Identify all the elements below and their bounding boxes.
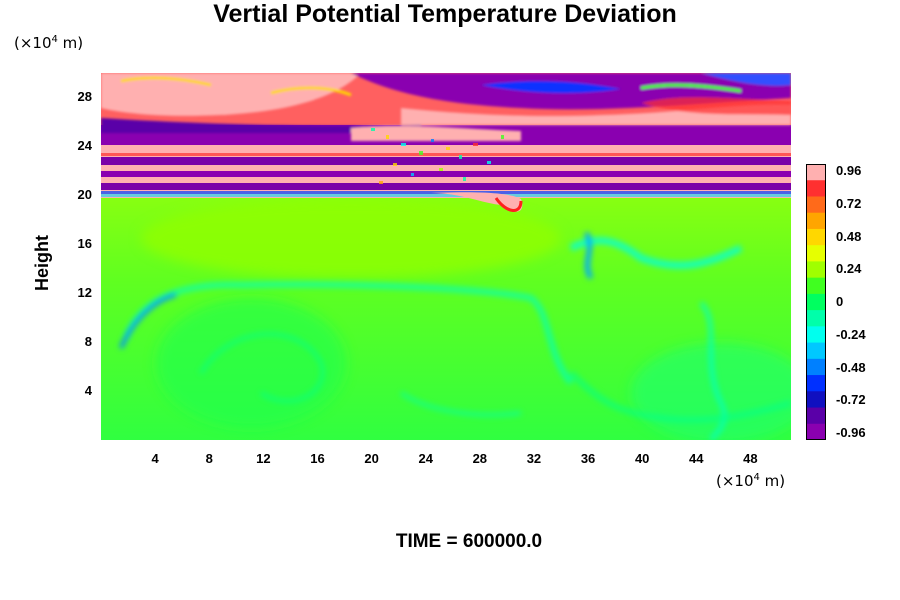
x-tick-label: 16 (310, 451, 325, 466)
cool-filament-5 (568, 370, 791, 423)
colorbar-tick-label: 0.48 (836, 228, 862, 244)
colorbar-segment (806, 407, 826, 425)
colorbar-tick-label: 0.72 (836, 195, 862, 211)
upper-cold-3 (101, 118, 421, 133)
heatmap-plot (101, 73, 791, 440)
cool-filament-8 (583, 231, 594, 280)
band-cyan-edge (101, 194, 791, 197)
cool-filament-2 (119, 293, 177, 349)
y-tick-label: 8 (84, 334, 92, 350)
y-axis-unit: (×104 m) (14, 34, 84, 52)
colorbar-tick-label: 0 (836, 294, 844, 309)
y-tick-label: 28 (77, 89, 92, 105)
cool-filament-4 (699, 301, 727, 440)
upper-blue-streak (481, 81, 621, 94)
band-blue-edge (101, 191, 791, 194)
colorbar-border (806, 164, 826, 440)
colorbar (806, 164, 826, 440)
band-warm-edge-1 (101, 153, 791, 156)
colorbar-segment (806, 358, 826, 376)
colorbar-tick-label: -0.96 (836, 425, 866, 440)
warm-blob (141, 198, 561, 278)
y-tick-label: 12 (77, 285, 92, 301)
y-tick-label: 16 (77, 236, 92, 252)
warm-tongue-edge (494, 197, 523, 212)
colorbar-segment (806, 423, 826, 440)
colorbar-segment (806, 342, 826, 360)
y-tick-label: 20 (77, 187, 92, 203)
cool-filament-3 (569, 237, 743, 269)
upper-yellow-streak (270, 86, 352, 97)
upper-mix-1 (351, 125, 521, 141)
colorbar-tick-label: -0.72 (836, 392, 866, 408)
colorbar-tick-label: 0.96 (836, 163, 862, 178)
colorbar-tick-label: -0.24 (836, 326, 866, 342)
x-tick-label: 32 (526, 451, 542, 466)
vortex-left (156, 298, 346, 428)
colorbar-segment (806, 164, 826, 181)
colorbar-segment (806, 228, 826, 246)
noise-speckles (371, 128, 504, 184)
upper-mix-2 (641, 97, 791, 115)
colorbar-segment (806, 310, 826, 327)
colorbar-segment (806, 326, 826, 344)
band-cold-2 (101, 157, 791, 165)
colorbar-segment (806, 375, 826, 392)
chart-title: Vertial Potential Temperature Deviation (213, 0, 677, 28)
colorbar-segment (806, 196, 826, 214)
colorbar-segment (806, 293, 826, 311)
y-axis-label: Height (32, 235, 52, 291)
x-tick-label: 24 (418, 451, 433, 466)
x-tick-label: 28 (472, 451, 488, 466)
band-cold-4 (101, 183, 791, 190)
warm-tongue (431, 192, 523, 212)
x-tick-label: 36 (580, 451, 596, 466)
band-cold-3 (101, 171, 791, 177)
y-tick-label: 4 (84, 383, 92, 399)
cool-filament-1 (123, 281, 574, 385)
cool-filament-7 (399, 391, 522, 417)
colorbar-tick-label: 0.24 (836, 261, 862, 277)
x-tick-label: 8 (205, 451, 213, 466)
upper-cold-2 (701, 73, 791, 86)
upper-green-streak (640, 83, 742, 93)
upper-warm-1 (101, 73, 361, 116)
x-tick-label: 12 (256, 451, 271, 466)
time-label: TIME = 600000.0 (395, 531, 543, 552)
heatmap-field (101, 73, 791, 440)
colorbar-segment (806, 212, 826, 230)
colorbar-segment (806, 245, 826, 263)
colorbar-segment (806, 180, 826, 198)
x-tick-label: 40 (634, 451, 650, 466)
upper-yellow-streak-2 (120, 76, 212, 87)
x-tick-label: 20 (364, 451, 379, 466)
colorbar-segment (806, 261, 826, 279)
x-tick-label: 4 (151, 451, 159, 466)
colorbar-segment (806, 391, 826, 409)
y-tick-label: 24 (77, 138, 92, 154)
x-tick-label: 48 (743, 451, 758, 466)
cool-filament-6 (199, 332, 325, 404)
x-tick-label: 44 (689, 451, 704, 466)
colorbar-segment (806, 277, 826, 295)
x-axis-unit: (×104 m) (716, 472, 786, 490)
colorbar-tick-label: -0.48 (836, 359, 866, 375)
